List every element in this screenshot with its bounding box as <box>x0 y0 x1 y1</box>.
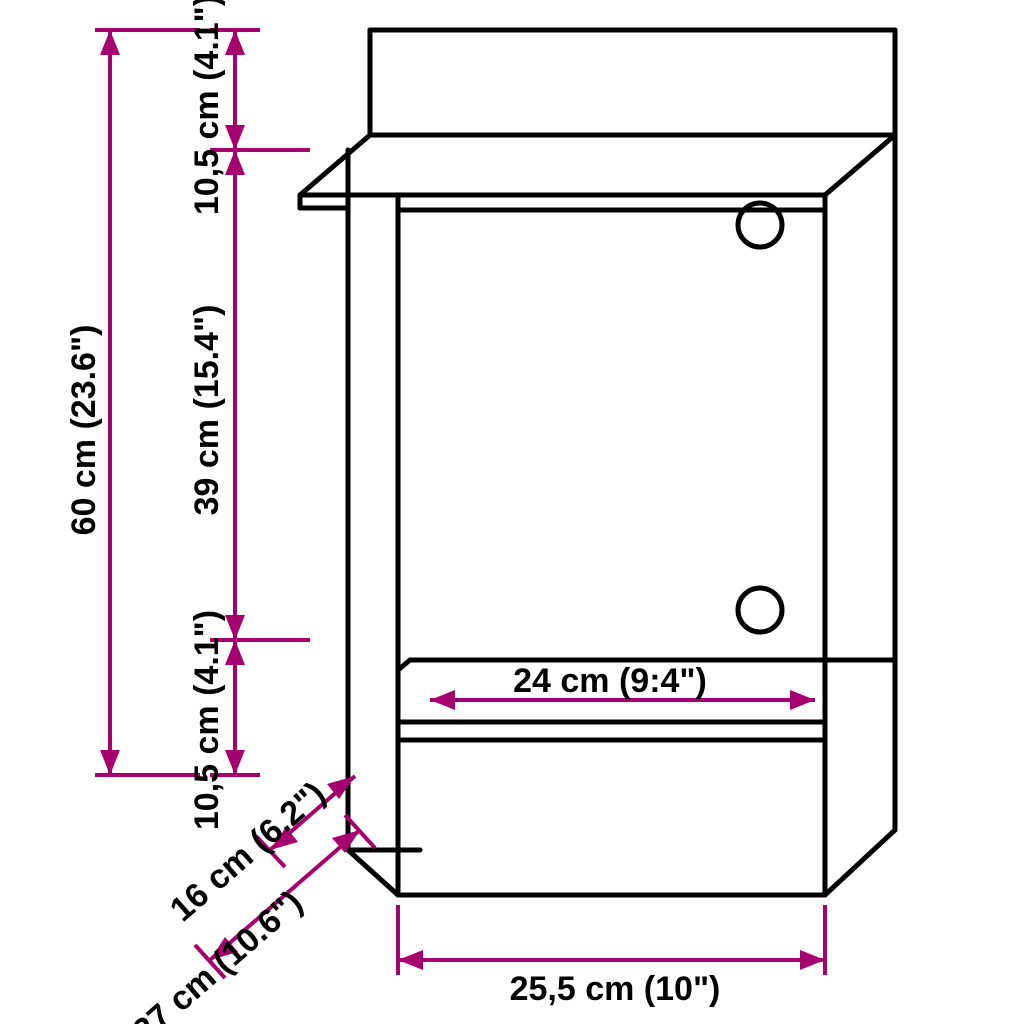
dimension-diagram: 60 cm (23.6") 10,5 cm (4.1") 39 cm (15.4… <box>0 0 1024 1024</box>
label-top-section: 10,5 cm (4.1") <box>188 0 226 215</box>
dimension-labels: 60 cm (23.6") 10,5 cm (4.1") 39 cm (15.4… <box>65 0 720 1024</box>
label-mid-section: 39 cm (15.4") <box>188 305 226 516</box>
label-width: 25,5 cm (10") <box>510 970 721 1008</box>
label-full-depth: 27 cm (10.6") <box>126 883 310 1024</box>
label-total-height: 60 cm (23.6") <box>65 325 103 536</box>
label-inner-width: 24 cm (9:4") <box>513 662 707 700</box>
label-bottom-section: 10,5 cm (4.1") <box>188 610 226 830</box>
furniture-outline <box>300 30 895 895</box>
